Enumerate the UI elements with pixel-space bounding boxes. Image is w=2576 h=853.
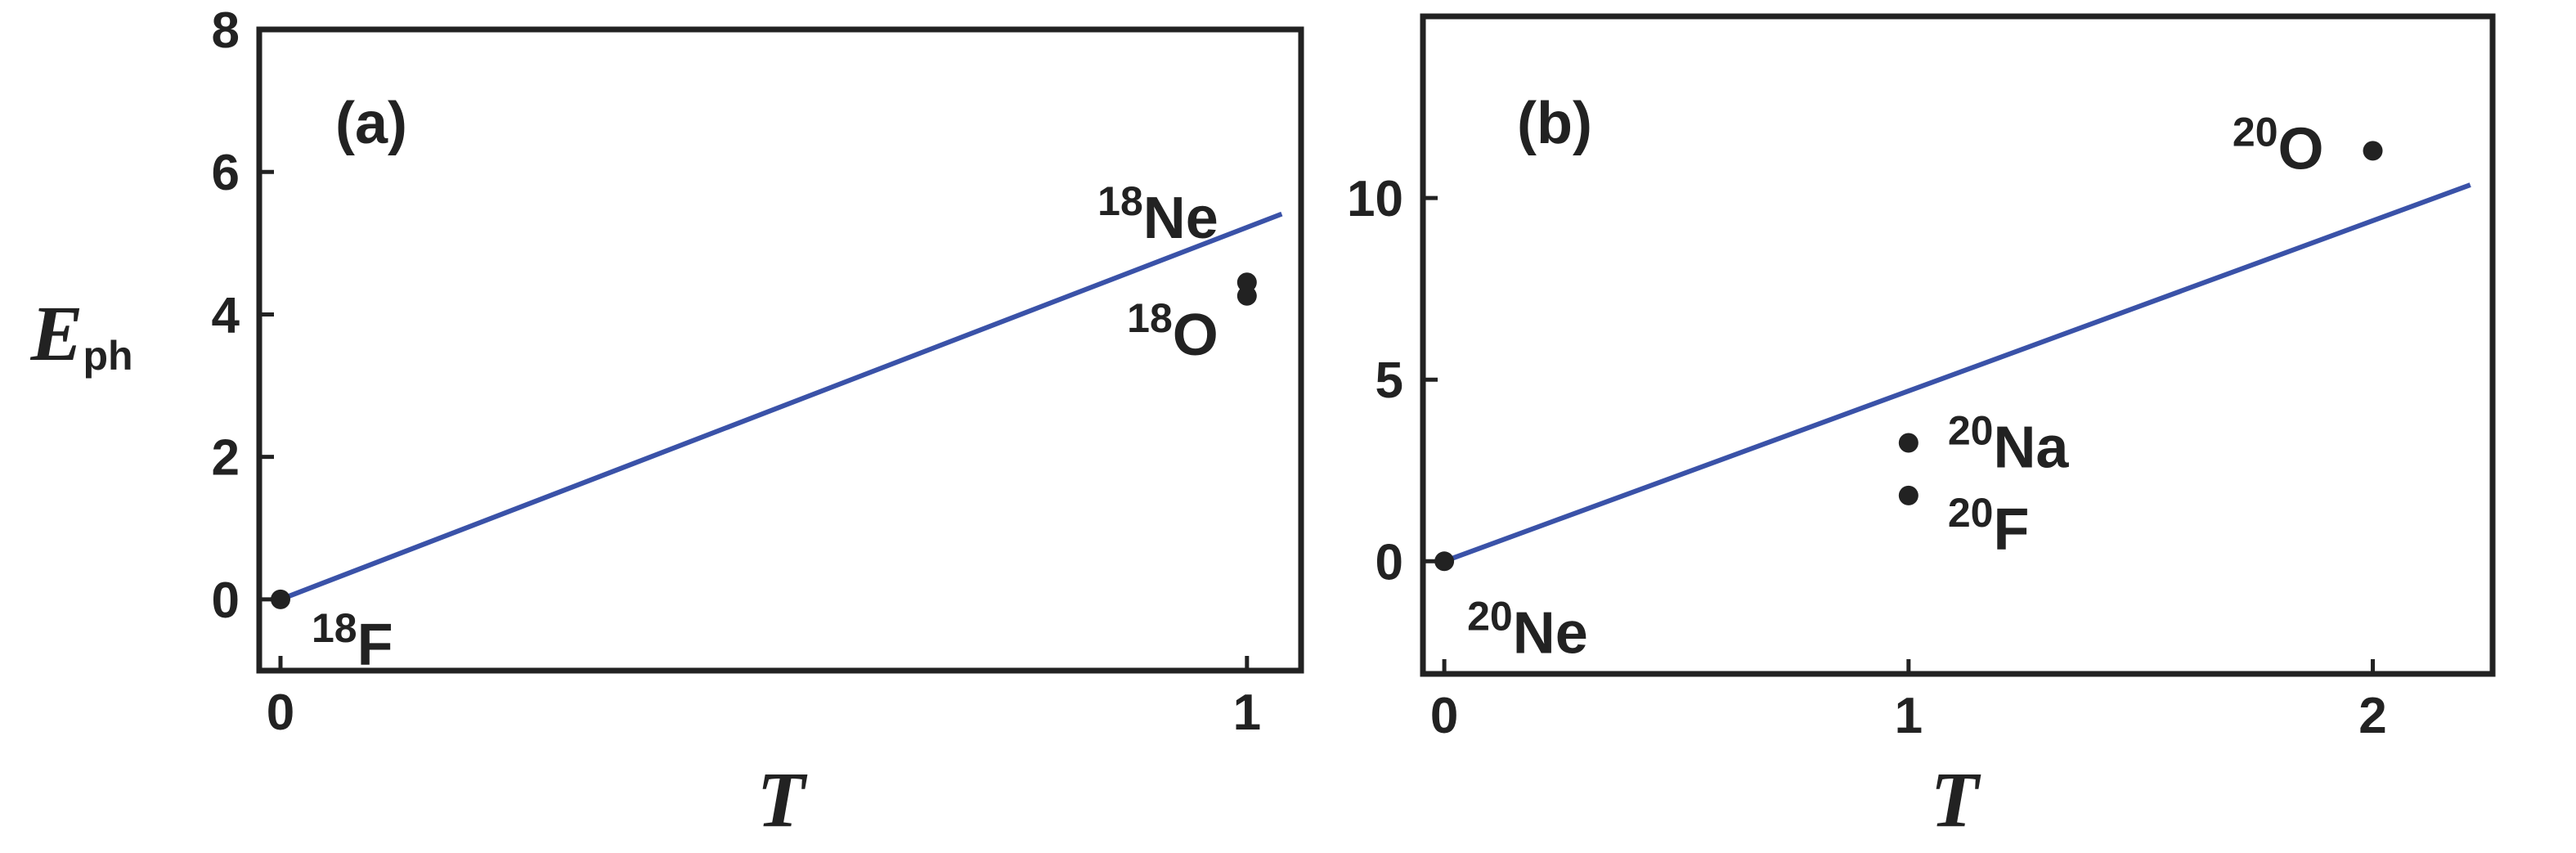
point-label: 20F bbox=[1948, 490, 2030, 563]
y-tick-label: 0 bbox=[1376, 534, 1403, 590]
data-point bbox=[271, 589, 290, 609]
data-point bbox=[1236, 272, 1257, 293]
x-tick-label: 0 bbox=[1430, 688, 1458, 744]
y-tick-label: 5 bbox=[1376, 352, 1403, 409]
y-tick-label: 4 bbox=[212, 287, 240, 343]
data-point bbox=[2363, 141, 2383, 161]
element-symbol: O bbox=[1173, 303, 1218, 368]
mass-number: 20 bbox=[1948, 407, 1994, 453]
mass-number: 20 bbox=[1467, 593, 1513, 639]
data-point bbox=[1236, 285, 1257, 306]
mass-number: 20 bbox=[2233, 109, 2278, 155]
y-tick-label: 2 bbox=[212, 430, 240, 487]
frame bbox=[256, 26, 1304, 674]
y-axis-sub: ph bbox=[83, 333, 132, 379]
y-tick-label: 6 bbox=[212, 145, 240, 201]
y-axis-label: Eph bbox=[29, 290, 132, 379]
element-symbol: O bbox=[2278, 116, 2324, 182]
x-tick-label: 1 bbox=[1233, 685, 1261, 741]
trend-line bbox=[1443, 182, 2471, 564]
panel-label: (a) bbox=[335, 91, 407, 156]
element-symbol: F bbox=[1993, 497, 2029, 563]
element-symbol: Ne bbox=[1143, 186, 1218, 251]
x-tick-label: 1 bbox=[1895, 688, 1923, 744]
data-point bbox=[1898, 485, 1919, 505]
x-axis-label: T bbox=[757, 756, 808, 843]
element-symbol: F bbox=[357, 613, 393, 678]
point-label: 20Ne bbox=[1467, 593, 1588, 666]
x-axis-label: T bbox=[1931, 756, 1981, 843]
point-label: 18F bbox=[312, 605, 393, 678]
mass-number: 18 bbox=[1127, 295, 1173, 341]
x-tick-label: 2 bbox=[2358, 688, 2386, 744]
mass-number: 20 bbox=[1948, 490, 1994, 536]
mass-number: 18 bbox=[312, 605, 357, 651]
point-label: 18Ne bbox=[1097, 178, 1218, 251]
y-tick-label: 10 bbox=[1347, 171, 1403, 227]
y-axis-main: E bbox=[29, 290, 83, 377]
frame bbox=[1420, 13, 2496, 677]
data-point bbox=[1898, 433, 1919, 453]
point-label: 20Na bbox=[1948, 407, 2070, 480]
x-tick-label: 0 bbox=[267, 685, 294, 741]
mass-number: 18 bbox=[1097, 178, 1143, 224]
trend-line bbox=[279, 211, 1283, 602]
data-point bbox=[1434, 551, 1455, 572]
point-label: 20O bbox=[2233, 109, 2324, 182]
element-symbol: Na bbox=[1993, 415, 2069, 480]
y-tick-label: 0 bbox=[212, 572, 240, 629]
panel-label: (b) bbox=[1517, 91, 1592, 156]
y-tick-label: 8 bbox=[212, 2, 240, 59]
point-label: 18O bbox=[1127, 295, 1218, 368]
element-symbol: Ne bbox=[1513, 600, 1588, 666]
